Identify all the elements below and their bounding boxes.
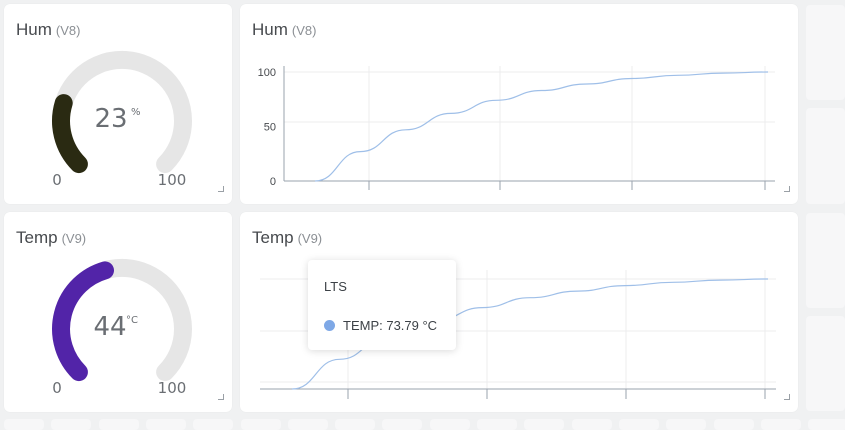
hum-chart-widget[interactable]: Hum (V8) 100 50 0 xyxy=(240,4,798,204)
gauge-min-label: 0 xyxy=(52,171,62,189)
resize-handle[interactable] xyxy=(218,394,224,400)
gauge-value: 23 xyxy=(94,104,127,134)
gauge-max-label: 100 xyxy=(158,171,187,189)
widget-title-label: Temp xyxy=(16,228,58,247)
placeholder-tile xyxy=(806,5,845,100)
series-dot-icon xyxy=(324,320,335,331)
placeholder-tile xyxy=(808,419,845,430)
widget-title-label: Hum xyxy=(16,20,52,39)
resize-handle[interactable] xyxy=(784,186,790,192)
placeholder-tile xyxy=(4,419,44,430)
placeholder-tile xyxy=(429,419,470,430)
gauge-unit: % xyxy=(131,107,141,118)
widget-title-label: Temp xyxy=(252,228,294,247)
placeholder-tile xyxy=(145,419,186,430)
placeholder-tile xyxy=(713,419,754,430)
tooltip-value: TEMP: 73.79 °C xyxy=(343,318,438,333)
placeholder-tile xyxy=(806,108,845,204)
widget-pin-label: (V9) xyxy=(297,231,323,246)
widget-title: Hum (V8) xyxy=(16,20,80,40)
placeholder-tile xyxy=(806,316,845,411)
gauge-fill xyxy=(52,261,114,382)
placeholder-tile xyxy=(806,213,845,308)
line-chart[interactable]: 100 50 0 xyxy=(240,4,798,204)
gauge-fill xyxy=(52,94,88,174)
placeholder-tile xyxy=(382,419,423,430)
gauge-unit: °C xyxy=(126,315,138,326)
placeholder-tile xyxy=(666,419,707,430)
placeholder-tile xyxy=(240,419,281,430)
tooltip-row: TEMP: 73.79 °C xyxy=(324,318,437,333)
resize-handle[interactable] xyxy=(218,186,224,192)
widget-title: Temp (V9) xyxy=(252,228,322,248)
tooltip-title: LTS xyxy=(324,279,347,294)
placeholder-tile xyxy=(335,419,376,430)
placeholder-tile xyxy=(98,419,139,430)
widget-title: Hum (V8) xyxy=(252,20,316,40)
placeholder-tile xyxy=(760,419,801,430)
widget-pin-label: (V8) xyxy=(55,23,81,38)
y-tick-label: 0 xyxy=(270,176,276,188)
y-tick-label: 50 xyxy=(264,122,276,134)
gauge-max-label: 100 xyxy=(158,379,187,397)
resize-handle[interactable] xyxy=(784,394,790,400)
gauge-min-label: 0 xyxy=(52,379,62,397)
widget-pin-label: (V8) xyxy=(291,23,317,38)
placeholder-tile xyxy=(571,419,612,430)
widget-pin-label: (V9) xyxy=(61,231,87,246)
gauge: 23 % 0 100 xyxy=(52,51,192,189)
placeholder-tile xyxy=(193,419,234,430)
placeholder-tile xyxy=(618,419,659,430)
chart-tooltip: LTS TEMP: 73.79 °C xyxy=(308,260,456,350)
y-tick-label: 100 xyxy=(258,67,276,79)
temp-gauge-widget[interactable]: Temp (V9) 44 °C 0 100 xyxy=(4,212,232,412)
placeholder-tile xyxy=(524,419,565,430)
widget-title: Temp (V9) xyxy=(16,228,86,248)
temp-chart-widget[interactable]: Temp (V9) LTS TEMP: 73.79 °C xyxy=(240,212,798,412)
widget-title-label: Hum xyxy=(252,20,288,39)
placeholder-tile xyxy=(51,419,92,430)
placeholder-tile xyxy=(477,419,517,430)
gauge: 44 °C 0 100 xyxy=(52,259,192,397)
series-line[interactable] xyxy=(314,71,769,182)
placeholder-tile xyxy=(287,419,328,430)
gauge-value: 44 xyxy=(93,312,126,342)
hum-gauge-widget[interactable]: Hum (V8) 23 % 0 100 xyxy=(4,4,232,204)
